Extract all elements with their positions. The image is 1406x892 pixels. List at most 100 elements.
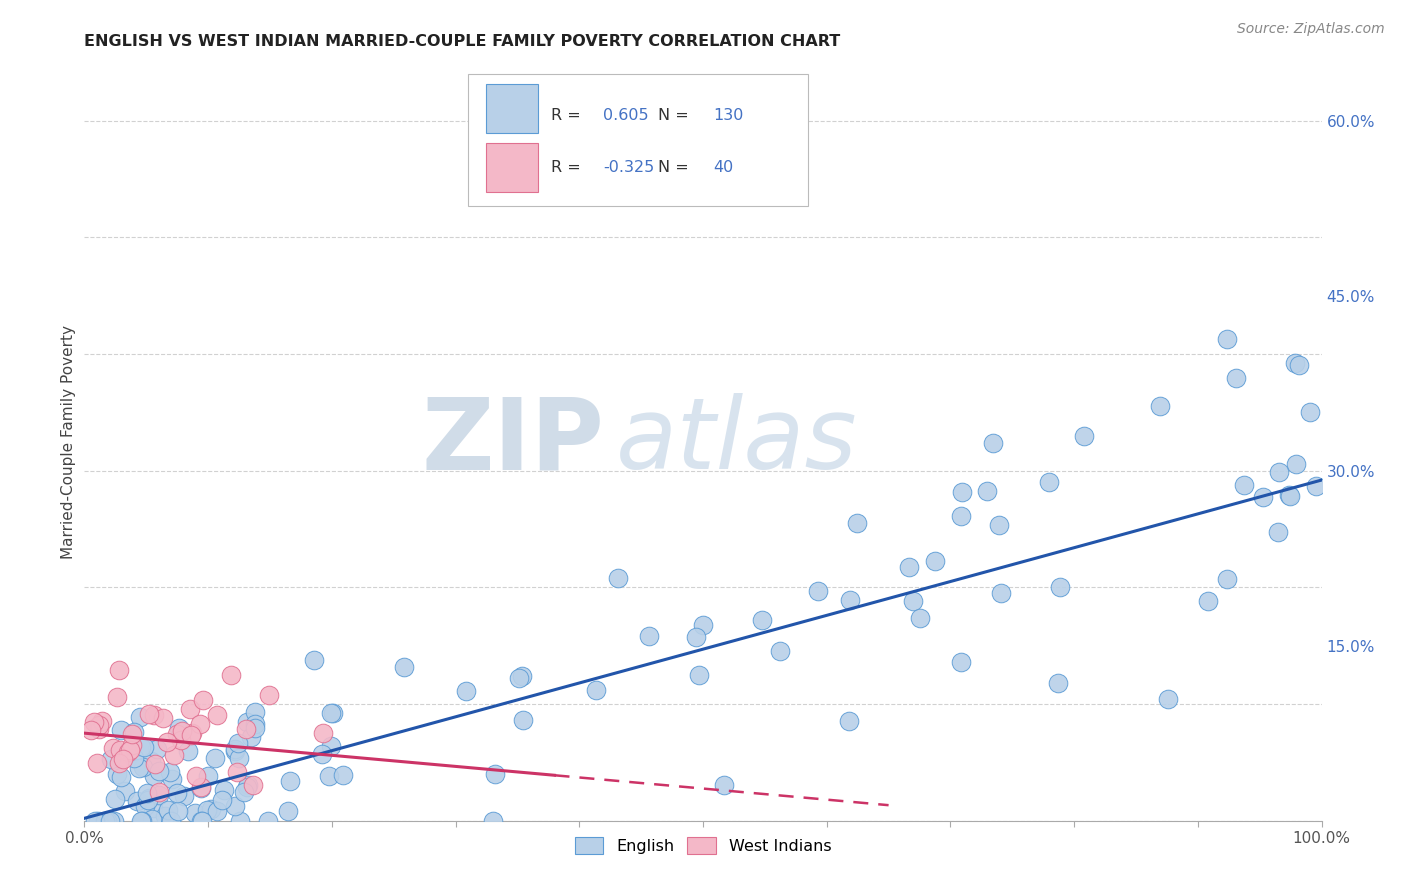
Point [160, 814, 183, 828]
Point [692, 618, 714, 632]
Text: ENGLISH VS WEST INDIAN MARRIED-COUPLE FAMILY POVERTY CORRELATION CHART: ENGLISH VS WEST INDIAN MARRIED-COUPLE FA… [84, 34, 841, 49]
Point [243, 721, 266, 735]
Point [226, 764, 249, 779]
Point [191, 814, 214, 828]
Point [1288, 358, 1310, 372]
Point [1305, 479, 1327, 493]
Text: 0.605: 0.605 [603, 108, 648, 122]
Point [988, 517, 1011, 532]
Point [104, 792, 127, 806]
Point [807, 583, 830, 598]
Point [167, 722, 190, 736]
Point [908, 611, 931, 625]
Point [121, 727, 143, 741]
Point [136, 786, 159, 800]
Point [190, 780, 212, 794]
Point [769, 644, 792, 658]
Point [141, 812, 163, 826]
Point [146, 742, 169, 756]
Point [138, 791, 160, 805]
Point [200, 802, 222, 816]
Text: N =: N = [658, 161, 689, 175]
Point [1073, 429, 1095, 443]
Point [143, 708, 166, 723]
Point [482, 814, 505, 828]
Point [257, 814, 280, 828]
Point [108, 743, 131, 757]
Point [454, 684, 477, 698]
Point [838, 714, 860, 728]
Point [170, 723, 193, 738]
Text: -0.325: -0.325 [603, 161, 654, 175]
Point [121, 739, 143, 753]
Point [224, 744, 246, 758]
Point [148, 785, 170, 799]
Point [685, 630, 707, 644]
Point [105, 690, 128, 704]
Point [1038, 475, 1060, 490]
Point [114, 783, 136, 797]
Point [148, 789, 170, 803]
Point [318, 769, 340, 783]
Point [197, 769, 219, 783]
Point [142, 800, 165, 814]
Point [1157, 692, 1180, 706]
Point [1215, 332, 1237, 346]
Point [1225, 370, 1247, 384]
Point [688, 668, 710, 682]
Point [190, 814, 212, 828]
Text: R =: R = [551, 161, 581, 175]
Point [901, 593, 924, 607]
Point [510, 669, 533, 683]
Point [156, 803, 179, 817]
Point [211, 793, 233, 807]
Point [713, 778, 735, 792]
Point [155, 735, 177, 749]
Point [512, 714, 534, 728]
Point [1299, 404, 1322, 418]
Point [839, 592, 862, 607]
Point [311, 747, 333, 761]
Point [87, 814, 110, 828]
Point [131, 814, 153, 828]
Point [103, 814, 125, 828]
Point [1233, 477, 1256, 491]
Point [228, 814, 250, 828]
Point [132, 760, 155, 774]
Point [228, 751, 250, 765]
Point [239, 730, 262, 744]
Point [134, 799, 156, 814]
Point [950, 484, 973, 499]
Point [224, 742, 246, 756]
Point [191, 693, 214, 707]
Point [122, 750, 145, 764]
Point [90, 714, 112, 728]
Point [159, 765, 181, 780]
Point [924, 554, 946, 568]
Point [228, 736, 250, 750]
Point [101, 740, 124, 755]
Point [990, 586, 1012, 600]
Text: N =: N = [658, 108, 689, 122]
Point [949, 508, 972, 523]
Point [181, 726, 204, 740]
Point [1267, 465, 1289, 479]
Point [302, 653, 325, 667]
Point [1149, 399, 1171, 413]
Point [112, 752, 135, 766]
Point [1278, 489, 1301, 503]
FancyBboxPatch shape [486, 143, 538, 192]
Point [277, 805, 299, 819]
Point [976, 484, 998, 499]
Point [129, 814, 152, 828]
Point [87, 722, 110, 736]
Point [219, 668, 242, 682]
Point [242, 778, 264, 792]
Point [638, 629, 661, 643]
Point [125, 794, 148, 808]
Point [105, 766, 128, 780]
Point [107, 756, 129, 771]
Point [1253, 490, 1275, 504]
Point [1216, 573, 1239, 587]
Point [224, 798, 246, 813]
